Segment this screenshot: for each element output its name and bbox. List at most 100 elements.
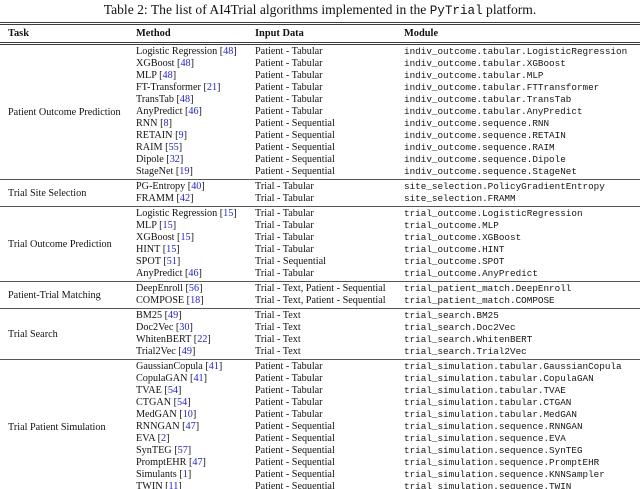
citation-ref[interactable]: 54	[167, 385, 178, 396]
method-name: COMPOSE	[136, 295, 185, 306]
method-name: DeepEnroll	[136, 283, 183, 294]
citation-ref[interactable]: 1	[182, 469, 188, 480]
header-row: Task Method Input Data Module	[0, 23, 640, 45]
column-header-method: Method	[136, 23, 255, 45]
table-row: RAIM [55] Patient - Sequential indiv_outco…	[0, 142, 640, 154]
citation-close-bracket: ]	[172, 220, 177, 231]
citation-ref[interactable]: 48	[223, 46, 234, 57]
citation-ref[interactable]: 40	[191, 181, 202, 192]
method-cell: CTGAN [54]	[136, 397, 255, 409]
citation-ref[interactable]: 30	[179, 322, 190, 333]
citation-ref[interactable]: 18	[190, 295, 201, 306]
citation-ref[interactable]: 21	[206, 82, 218, 93]
module-cell: trial_simulation.tabular.TVAE	[404, 385, 566, 396]
method-name: XGBoost	[136, 58, 175, 69]
task-cell: Trial Patient Simulation	[8, 421, 106, 433]
citation-ref[interactable]: 42	[179, 193, 191, 204]
method-cell: RAIM [55]	[136, 142, 255, 154]
citation-open-bracket: [	[217, 208, 224, 219]
citation-ref[interactable]: 11	[168, 481, 179, 489]
input-data-cell: Patient - Sequential	[255, 469, 335, 480]
citation-ref[interactable]: 22	[197, 334, 208, 345]
method-name: AnyPredict	[136, 106, 183, 117]
citation-open-bracket: [	[160, 256, 167, 267]
module-cell: trial_simulation.tabular.CTGAN	[404, 397, 572, 408]
method-cell: XGBoost [15]	[136, 232, 255, 244]
caption-code-pytrial: PyTrial	[429, 4, 483, 18]
citation-ref[interactable]: 2	[161, 433, 167, 444]
method-name: RNNGAN	[136, 421, 180, 432]
method-name: CTGAN	[136, 397, 172, 408]
citation-ref[interactable]: 48	[162, 70, 173, 81]
module-cell: site_selection.FRAMM	[404, 193, 516, 204]
citation-ref[interactable]: 46	[188, 268, 199, 279]
citation-ref[interactable]: 56	[188, 283, 200, 294]
module-cell: indiv_outcome.tabular.TransTab	[404, 94, 572, 105]
method-cell: TWIN [11]	[136, 481, 255, 489]
citation-ref[interactable]: 15	[166, 244, 177, 255]
citation-ref[interactable]: 48	[180, 58, 191, 69]
method-name: Dipole	[136, 154, 164, 165]
citation-ref[interactable]: 46	[188, 106, 199, 117]
citation-ref[interactable]: 10	[182, 409, 193, 420]
table-row: StageNet [19] Patient - Sequential indiv_o…	[0, 166, 640, 180]
citation-ref[interactable]: 47	[192, 457, 203, 468]
column-header-input-data: Input Data	[255, 23, 404, 45]
citation-ref[interactable]: 49	[168, 310, 179, 321]
table-row: XGBoost [48] Patient - Tabular indiv_outco…	[0, 58, 640, 70]
citation-ref[interactable]: 15	[223, 208, 234, 219]
input-data-cell: Patient - Sequential	[255, 154, 335, 165]
module-cell: trial_simulation.tabular.GaussianCopula	[404, 361, 622, 372]
method-cell: Dipole [32]	[136, 154, 255, 166]
citation-close-bracket: ]	[183, 130, 187, 141]
method-name: MedGAN	[136, 409, 177, 420]
citation-ref[interactable]: 49	[181, 346, 192, 357]
citation-close-bracket: ]	[178, 481, 182, 489]
citation-open-bracket: [	[200, 82, 207, 93]
citation-open-bracket: [	[182, 283, 189, 294]
citation-ref[interactable]: 55	[168, 142, 179, 153]
citation-open-bracket: [	[161, 385, 168, 396]
citation-ref[interactable]: 8	[163, 118, 169, 129]
citation-ref[interactable]: 19	[179, 166, 190, 177]
citation-ref[interactable]: 54	[177, 397, 188, 408]
input-data-cell: Patient - Tabular	[255, 106, 323, 117]
citation-ref[interactable]: 15	[162, 220, 173, 231]
citation-ref[interactable]: 57	[177, 445, 188, 456]
citation-close-bracket: ]	[233, 46, 237, 57]
method-name: Trial2Vec	[136, 346, 176, 357]
input-data-cell: Trial - Text	[255, 322, 301, 333]
method-name: HINT	[136, 244, 161, 255]
citation-ref[interactable]: 48	[179, 94, 191, 105]
module-cell: indiv_outcome.sequence.Dipole	[404, 154, 566, 165]
citation-open-bracket: [	[191, 334, 198, 345]
citation-open-bracket: [	[162, 481, 169, 489]
method-cell: AnyPredict [46]	[136, 268, 255, 282]
module-cell: trial_search.Doc2Vec	[404, 322, 516, 333]
method-cell: DeepEnroll [56]	[136, 282, 255, 296]
citation-ref[interactable]: 47	[185, 421, 196, 432]
method-cell: BM25 [49]	[136, 309, 255, 323]
citation-ref[interactable]: 51	[166, 256, 177, 267]
table-row: COMPOSE [18] Trial - Text, Patient - Sequ…	[0, 295, 640, 309]
column-header-module: Module	[404, 23, 640, 45]
citation-open-bracket: [	[173, 193, 180, 204]
citation-ref[interactable]: 15	[180, 232, 191, 243]
citation-close-bracket: ]	[192, 409, 197, 420]
citation-ref[interactable]: 41	[193, 373, 204, 384]
method-name: Simulants	[136, 469, 177, 480]
citation-close-bracket: ]	[166, 433, 170, 444]
citation-ref[interactable]: 32	[169, 154, 180, 165]
method-name: RNN	[136, 118, 158, 129]
citation-ref[interactable]: 9	[178, 130, 184, 141]
citation-open-bracket: [	[186, 457, 193, 468]
citation-ref[interactable]: 41	[208, 361, 219, 372]
module-cell: trial_outcome.LogisticRegression	[404, 208, 583, 219]
citation-close-bracket: ]	[178, 385, 182, 396]
table-row: RNN [8] Patient - Sequential indiv_outcome…	[0, 118, 640, 130]
method-name: SynTEG	[136, 445, 172, 456]
module-cell: indiv_outcome.sequence.RNN	[404, 118, 550, 129]
table-row: Patient-Trial Matching DeepEnroll [56] Tri…	[0, 282, 640, 301]
task-group: Patient Outcome Prediction Logistic Regre…	[0, 44, 640, 180]
